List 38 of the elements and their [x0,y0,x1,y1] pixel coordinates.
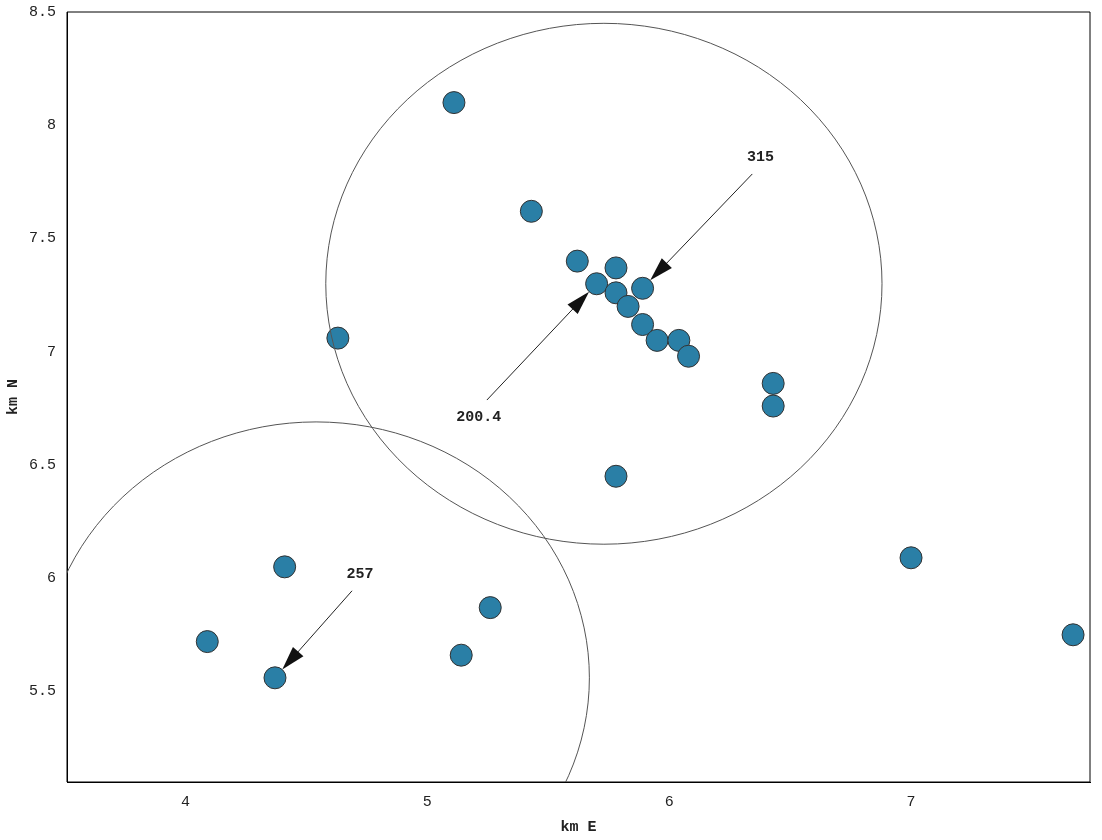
y-tick-label: 5.5 [28,683,56,701]
point [677,344,701,368]
x-tick-label: 4 [181,793,191,811]
y-tick-label: 7 [46,343,56,361]
point [761,371,785,395]
point [631,313,655,337]
point [585,272,609,296]
point [631,276,655,300]
x-tick-label: 5 [422,793,432,811]
point [565,249,589,273]
y-tick-label: 8 [46,117,56,135]
point [604,464,628,488]
point [326,326,350,350]
point [442,91,466,115]
point [519,199,543,223]
point [449,643,473,667]
annotation: 200.4 [456,408,502,426]
x-tick-label: 7 [906,793,916,811]
y-tick-label: 6 [46,570,56,588]
point [667,328,691,352]
y-tick-label: 8.5 [28,3,56,21]
point [263,666,287,690]
y-tick-label: 7.5 [28,230,56,248]
point [478,596,502,620]
point [645,328,669,352]
y-axis-title: km N [4,378,22,416]
x-axis-title: km E [560,818,597,836]
annotation: 257 [346,565,374,583]
point [1061,623,1085,647]
x-tick-label: 6 [664,793,674,811]
point [761,394,785,418]
annotation: 315 [747,149,775,167]
point [273,555,297,579]
point [899,546,923,570]
point [616,294,640,318]
point [604,256,628,280]
point [195,630,219,654]
y-tick-label: 6.5 [28,456,56,474]
